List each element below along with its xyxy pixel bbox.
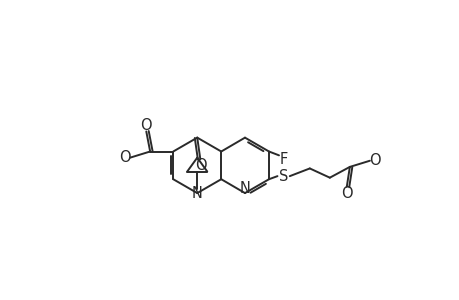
Text: S: S	[278, 169, 288, 184]
Text: O: O	[369, 153, 380, 168]
Text: N: N	[239, 181, 250, 196]
Text: N: N	[191, 186, 202, 201]
Text: O: O	[195, 158, 207, 173]
Text: O: O	[119, 150, 130, 165]
Text: O: O	[140, 118, 151, 133]
Text: F: F	[279, 152, 287, 167]
Text: O: O	[340, 186, 352, 201]
